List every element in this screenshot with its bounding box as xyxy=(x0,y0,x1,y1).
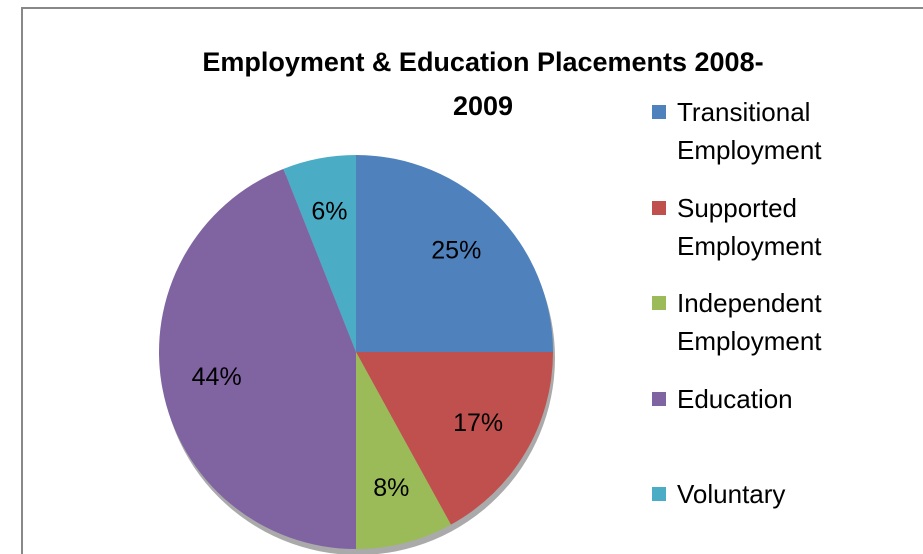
data-label: 25% xyxy=(431,236,481,264)
pie-slice xyxy=(356,155,553,352)
legend-item: Voluntary xyxy=(652,475,852,513)
pie-slice xyxy=(356,352,553,525)
legend-item: Transitional Employment xyxy=(652,93,852,169)
legend-label: Supported Employment xyxy=(677,192,822,261)
pie-slice xyxy=(356,352,451,550)
pie: 25% 17% 8% 44% 6% xyxy=(158,155,555,554)
data-label: 44% xyxy=(192,363,242,391)
data-label: 17% xyxy=(453,409,503,437)
legend-label: Voluntary xyxy=(677,479,786,509)
legend-swatch xyxy=(652,105,666,119)
legend-item: Independent Employment xyxy=(652,284,852,360)
data-label: 8% xyxy=(373,474,409,502)
legend-swatch xyxy=(652,200,666,215)
legend-item: Education xyxy=(652,380,852,418)
legend-item: Supported Employment xyxy=(652,189,852,265)
data-label: 6% xyxy=(311,197,347,225)
legend-swatch xyxy=(652,296,666,310)
pie-slice xyxy=(283,155,356,352)
legend-swatch xyxy=(652,391,666,406)
legend-swatch xyxy=(652,487,666,501)
legend-label: Independent Employment xyxy=(677,288,822,356)
legend-label: Education xyxy=(677,383,793,414)
pie-slice xyxy=(158,168,356,549)
legend-label: Transitional Employment xyxy=(677,97,822,165)
chart-title: Employment & Education Placements 2008-2… xyxy=(202,47,764,121)
